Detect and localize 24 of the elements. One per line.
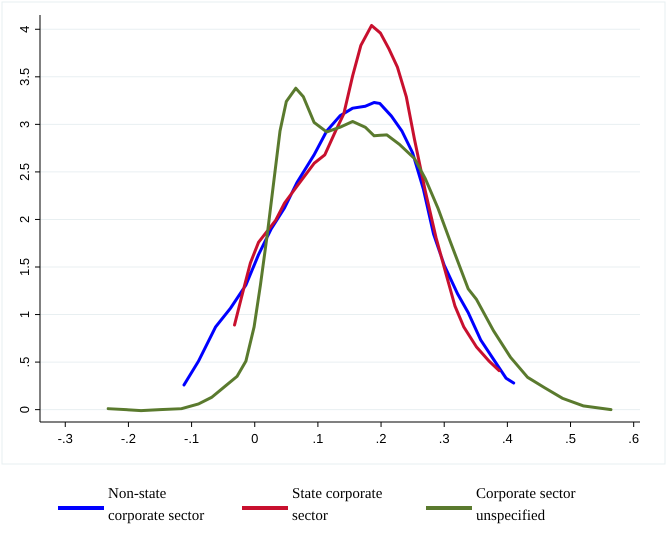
- x-tick-label: .2: [376, 431, 386, 446]
- x-tick-label: .4: [502, 431, 513, 446]
- line-series: [233, 24, 501, 372]
- y-tick-label: 4: [17, 26, 32, 33]
- x-tick-label: .6: [628, 431, 640, 446]
- y-tick-label: 2.5: [17, 162, 32, 181]
- line-series: [106, 86, 612, 412]
- legend-label: Non-state corporate sector: [108, 486, 204, 524]
- x-tick-label: .1: [312, 431, 324, 446]
- x-tick-label: -.3: [58, 431, 73, 446]
- y-tick-label: 1: [17, 310, 32, 318]
- x-tick-label: .3: [438, 431, 450, 446]
- x-tick-label: .5: [565, 431, 576, 446]
- x-tick-label: -.1: [184, 431, 200, 446]
- y-tick-label: 3: [17, 120, 32, 128]
- legend-label: Corporate sector unspecified: [476, 486, 576, 524]
- x-tick-label: -.2: [120, 431, 136, 446]
- x-tick-label: 0: [251, 431, 258, 446]
- legend-label: State corporate sector: [292, 486, 383, 524]
- y-tick-label: .5: [17, 356, 32, 368]
- y-tick-label: 1.5: [17, 258, 32, 276]
- y-tick-label: 3.5: [17, 68, 32, 86]
- y-tick-label: 2: [17, 216, 32, 224]
- y-tick-label: 0: [17, 406, 32, 414]
